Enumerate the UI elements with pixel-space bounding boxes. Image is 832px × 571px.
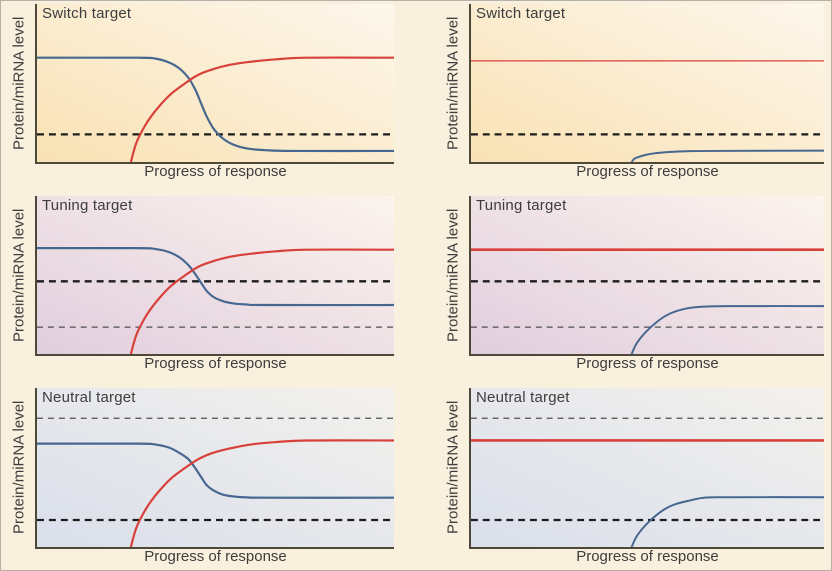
y-axis-label: Protein/miRNA level bbox=[10, 16, 28, 150]
tuning-right-canvas bbox=[471, 248, 824, 354]
x-axis-label: Progress of response bbox=[144, 548, 287, 565]
switch-right-canvas bbox=[471, 60, 824, 162]
x-axis-label: Progress of response bbox=[576, 163, 719, 180]
panel-neutral-left: Neutral target Protein/miRNA level Progr… bbox=[11, 388, 394, 565]
neutral-left-canvas bbox=[37, 417, 394, 547]
panel-switch-right: Switch target Protein/miRNA level Progre… bbox=[445, 4, 824, 180]
switch-left-canvas bbox=[37, 56, 394, 162]
x-axis-label: Progress of response bbox=[576, 548, 719, 565]
panel-title: Tuning target bbox=[42, 197, 133, 214]
panel-title: Switch target bbox=[476, 5, 566, 22]
panel-title: Neutral target bbox=[476, 389, 570, 406]
x-axis-label: Progress of response bbox=[144, 355, 287, 372]
panel-title: Switch target bbox=[42, 5, 132, 22]
panel-switch-left: Switch target Protein/miRNA level Progre… bbox=[11, 4, 394, 180]
panel-neutral-right: Neutral target Protein/miRNA level Progr… bbox=[445, 388, 824, 565]
y-axis-label: Protein/miRNA level bbox=[10, 400, 28, 535]
y-axis-label: Protein/miRNA level bbox=[444, 16, 462, 150]
y-axis-label: Protein/miRNA level bbox=[10, 208, 28, 342]
tuning-left-canvas bbox=[37, 247, 394, 354]
x-axis-label: Progress of response bbox=[144, 163, 287, 180]
y-axis-label: Protein/miRNA level bbox=[444, 208, 462, 342]
panel-tuning-right: Tuning target Protein/miRNA level Progre… bbox=[445, 196, 824, 372]
panel-title: Tuning target bbox=[476, 197, 567, 214]
panel-title: Neutral target bbox=[42, 389, 136, 406]
y-axis-label: Protein/miRNA level bbox=[444, 400, 462, 535]
x-axis-label: Progress of response bbox=[576, 355, 719, 372]
panel-tuning-left: Tuning target Protein/miRNA level Progre… bbox=[11, 196, 394, 372]
neutral-right-canvas bbox=[471, 417, 824, 547]
